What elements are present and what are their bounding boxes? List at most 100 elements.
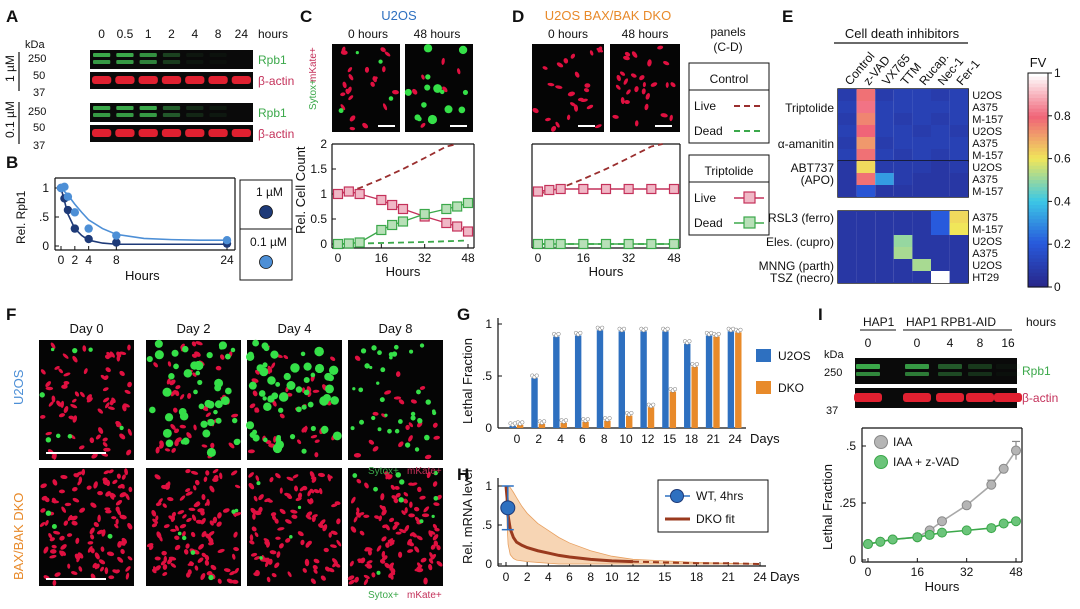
micrograph-f-u2os-cell	[153, 362, 159, 368]
chart-g-xtick-label: 15	[663, 432, 677, 446]
micrograph-f-u2os-dead-cell	[263, 402, 272, 412]
legend-b-marker-01um	[259, 255, 273, 269]
micrograph-f-dko-cell	[185, 469, 191, 474]
micrograph-c-0h-cell	[364, 66, 370, 73]
micrograph-f-u2os-dead-cell	[397, 419, 403, 424]
micrograph-c-48h-dead-cell	[433, 84, 442, 93]
micrograph-f-dko-cell	[291, 514, 298, 519]
time-labels: 0 0.5 1 2 4 8 24	[98, 27, 248, 41]
micrograph-c-48h-dead-cell	[425, 74, 431, 80]
micrograph-f-dko-cell	[155, 515, 159, 521]
chart-b-ylabel: Rel. Rpb1	[14, 190, 28, 244]
legend-i-iaa: IAA	[893, 435, 912, 449]
micrograph-f-u2os-cell	[252, 390, 258, 397]
micrograph-f-u2os-dead-cell	[154, 350, 164, 360]
micrograph-f-dko-cell	[270, 512, 277, 517]
heatmap-e: Controlz-VADVX765TTMRucap.Nec-1Fer-1U2OS…	[759, 49, 1004, 285]
micrograph-f-u2os-dead-cell	[173, 363, 179, 370]
heatmap-cell	[838, 137, 857, 149]
chart-b-xtick-label: 0	[58, 253, 65, 267]
micrograph-f-dko-cell	[151, 523, 158, 528]
panel-i-band-actin: β-actin	[1022, 391, 1058, 405]
time-label: 24	[235, 27, 249, 41]
chart-g-replicate	[716, 331, 721, 337]
micrograph-f-dko-cell	[311, 477, 317, 483]
micrograph-f-dko-cell	[217, 578, 222, 584]
micrograph-f-dko-cell	[191, 514, 197, 522]
micrograph-f-u2os-dead-cell	[350, 426, 355, 431]
panel-i-actin-band	[966, 393, 994, 402]
heatmap-treatment-label: Triptolide	[785, 101, 834, 115]
micrograph-c-48h-dead-cell	[440, 89, 445, 95]
micrograph-f-dko-cell	[436, 561, 443, 567]
colorbar-segment	[1028, 80, 1048, 85]
micrograph-f-dko-cell	[356, 479, 362, 484]
chart-i-ytick-label: .5	[846, 439, 856, 453]
panel-i-time-label: 16	[1001, 336, 1015, 350]
legend-h-wt: WT, 4hrs	[696, 489, 743, 503]
heatmap-row-label: U2OS	[972, 126, 1002, 138]
micrograph-f-dko-cell	[364, 482, 369, 489]
micrograph-f-dko-cell	[304, 558, 310, 567]
micrograph-f-u2os-cell	[62, 353, 69, 359]
chart-h-xtick-label: 12	[626, 570, 640, 584]
micrograph-f-u2os-dead-cell	[303, 376, 310, 384]
micrograph-f-u2os-dead-cell	[303, 389, 310, 396]
micrograph-f-dko-cell	[87, 541, 94, 545]
micrograph-d-48h-cell	[631, 51, 638, 58]
micrograph-f-u2os-dead-cell	[393, 344, 399, 350]
heatmap-cell	[875, 161, 894, 173]
chart-b-point	[63, 205, 73, 215]
micrograph-f-dko-cell	[185, 543, 190, 549]
micrograph-f-dko-cell	[108, 469, 114, 474]
micrograph-f-dko-cell	[409, 501, 413, 508]
colorbar-segment	[1028, 226, 1048, 231]
colorbar-segment	[1028, 254, 1048, 260]
micrograph-f-dko-cell	[277, 527, 285, 531]
micrograph-f-u2os-dead-cell	[286, 381, 296, 390]
micrograph-d-0h-cell	[556, 62, 564, 68]
time-label: 2	[168, 27, 175, 41]
colorbar-segment	[1028, 279, 1048, 285]
chart-h-ytick-label: 1	[485, 479, 492, 493]
legend-control-title: Control	[710, 72, 749, 86]
micrograph-f-u2os-cell	[164, 448, 171, 452]
chart-h-fit-line	[504, 485, 634, 564]
micrograph-f-dko-cell	[167, 497, 174, 502]
micrograph-d-48h-cell	[634, 120, 639, 127]
heatmap-cell	[931, 247, 950, 259]
chart-h-xtick-label: 4	[545, 570, 552, 584]
day-label: Day 2	[177, 321, 211, 336]
micrograph-f-dko-cell	[162, 503, 167, 508]
micrograph-f-dko-cell	[248, 482, 255, 490]
chart-h-ylabel: Rel. mRNA level	[460, 469, 475, 564]
micrograph-f-u2os-cell	[91, 453, 98, 459]
heatmap-cell	[893, 235, 913, 247]
micrograph-f-dko-cell	[420, 557, 427, 563]
heatmap-cell	[949, 137, 969, 149]
micrograph-f-dko-cell	[264, 540, 270, 546]
chartC-ylabel: Rel. Cell Count	[293, 146, 308, 234]
micrograph-f-u2os-cell	[330, 356, 336, 362]
micrograph-f-dko-cell	[423, 506, 430, 513]
heatmap-cell	[949, 113, 969, 125]
micrograph-d-0h-cell	[545, 117, 551, 122]
micrograph-f-u2os-cell	[353, 453, 362, 458]
micrograph-f-u2os-dead-cell	[267, 376, 276, 385]
colorbar-frame	[1027, 72, 1049, 288]
micrograph-f-u2os-dead-cell	[322, 394, 331, 403]
micrograph-f-dko-cell	[112, 479, 118, 485]
micrograph-f-dko-dead-cell	[373, 486, 378, 492]
panel-d-t0: 0 hours	[548, 27, 588, 41]
micrograph-f-dko-cell	[52, 479, 58, 486]
micrograph-f-dko-cell	[374, 515, 380, 519]
chart-i-point	[912, 532, 923, 543]
micrograph-f-u2os-cell	[45, 386, 54, 391]
heatmap-cell	[931, 101, 950, 113]
micrograph-f-dko-cell	[64, 502, 72, 507]
micrograph-f-dko-cell	[190, 470, 199, 475]
micrograph-c-0h-cell	[380, 47, 386, 53]
micrograph-f-dko-cell	[328, 567, 335, 573]
heatmap-cell	[912, 113, 931, 125]
chart-g-bar	[669, 391, 677, 428]
